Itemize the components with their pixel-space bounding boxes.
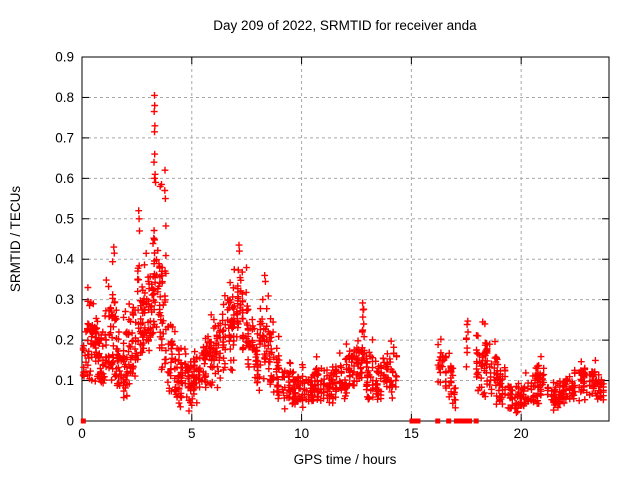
- y-tick-label: 0.1: [55, 373, 74, 388]
- x-tick-label: 10: [294, 426, 309, 441]
- y-tick-label: 0.3: [55, 292, 74, 307]
- plot-border: [81, 56, 610, 422]
- y-tick-label: 0.2: [55, 333, 74, 348]
- x-tick-labels: 0 5 10 15 20: [78, 426, 528, 441]
- zero-value-square-marker: [458, 418, 464, 424]
- zero-value-square-marker: [456, 418, 462, 424]
- x-tick-label: 5: [188, 426, 196, 441]
- zero-value-square-marker: [411, 418, 417, 424]
- y-tick-label: 0.9: [55, 50, 74, 65]
- x-tick-label: 20: [514, 426, 529, 441]
- zero-value-square-marker: [464, 418, 470, 424]
- y-tick-label: 0.7: [55, 130, 74, 145]
- zero-value-square-marker: [461, 418, 467, 424]
- y-tick-label: 0.8: [55, 90, 74, 105]
- x-tick-label: 15: [404, 426, 419, 441]
- y-tick-label: 0.4: [55, 252, 74, 267]
- y-tick-label: 0: [66, 414, 74, 429]
- y-tick-labels: 0 0.1 0.2 0.3 0.4 0.5 0.6 0.7 0.8 0.9: [55, 50, 74, 429]
- y-tick-label: 0.6: [55, 171, 74, 186]
- y-tick-label: 0.5: [55, 211, 74, 226]
- zero-value-square-marker: [415, 418, 421, 424]
- chart-title: Day 209 of 2022, SRMTID for receiver and…: [213, 18, 477, 33]
- scatter-points: [79, 92, 607, 424]
- gridlines: [82, 57, 609, 421]
- zero-value-square-marker: [467, 418, 473, 424]
- x-tick-label: 0: [78, 426, 86, 441]
- zero-value-square-marker: [446, 418, 452, 424]
- y-axis-label: SRMTID / TECUs: [8, 186, 23, 293]
- zero-value-square-marker: [435, 418, 441, 424]
- zero-value-square-marker: [473, 418, 479, 424]
- zero-value-square-marker: [80, 418, 86, 424]
- data-points-plus-markers: [79, 92, 607, 417]
- x-axis-label: GPS time / hours: [294, 452, 397, 467]
